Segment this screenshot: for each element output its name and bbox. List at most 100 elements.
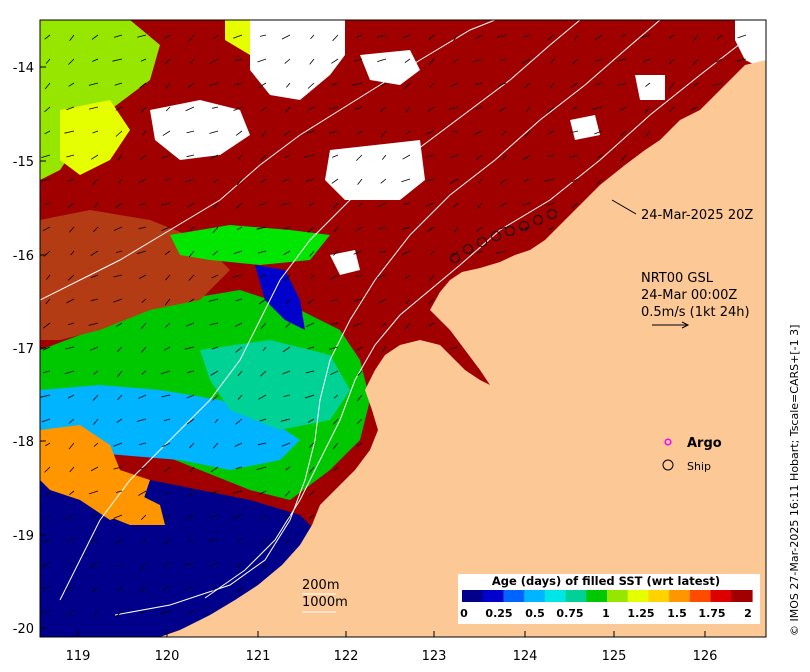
current-vector bbox=[307, 106, 315, 111]
current-vector bbox=[449, 154, 459, 159]
current-vector bbox=[333, 394, 339, 399]
current-vector bbox=[355, 274, 363, 277]
patch-navy-band bbox=[255, 265, 305, 330]
current-vector bbox=[66, 298, 75, 304]
current-vector bbox=[210, 58, 219, 64]
current-vector bbox=[259, 418, 267, 422]
current-vector bbox=[308, 514, 315, 519]
current-vector bbox=[430, 250, 435, 255]
current-vector bbox=[475, 226, 483, 233]
patch-teal bbox=[200, 340, 350, 430]
current-vector bbox=[382, 322, 387, 327]
current-vector bbox=[189, 298, 195, 303]
product-label: NRT00 GSL bbox=[641, 271, 714, 286]
colorbar-tick: 0.5 bbox=[525, 607, 545, 620]
current-vector bbox=[92, 58, 99, 62]
current-vector bbox=[42, 346, 51, 351]
current-vector bbox=[260, 538, 267, 546]
current-vector bbox=[46, 514, 51, 520]
colorbar-swatch bbox=[482, 590, 505, 602]
current-vector bbox=[68, 418, 75, 424]
current-vector bbox=[307, 418, 315, 423]
current-vector bbox=[188, 250, 195, 258]
current-vector bbox=[547, 34, 555, 41]
current-vector bbox=[89, 562, 99, 568]
current-vector bbox=[118, 562, 123, 568]
colorbar-swatch bbox=[627, 590, 650, 602]
current-vector bbox=[66, 106, 75, 111]
current-vector bbox=[333, 250, 339, 256]
ship-label: Ship bbox=[687, 460, 711, 473]
current-vector bbox=[163, 346, 171, 351]
current-vector bbox=[354, 58, 363, 62]
colorbar-swatch bbox=[586, 590, 608, 602]
current-vector bbox=[236, 202, 243, 209]
colorbar-swatch bbox=[710, 590, 732, 602]
lon-tick-label: 122 bbox=[334, 649, 359, 664]
current-vector bbox=[165, 106, 171, 112]
current-vector bbox=[594, 130, 603, 135]
cloud-east-small bbox=[570, 115, 600, 140]
lon-tick-label: 120 bbox=[155, 649, 180, 664]
current-vector bbox=[184, 178, 195, 183]
current-vector bbox=[90, 154, 99, 160]
current-vector bbox=[234, 322, 243, 327]
current-vector bbox=[332, 442, 339, 450]
current-vector bbox=[377, 58, 387, 62]
current-vector bbox=[137, 34, 147, 38]
current-vector bbox=[91, 34, 99, 40]
current-vector bbox=[115, 106, 123, 111]
current-vector bbox=[332, 202, 339, 210]
current-vector bbox=[693, 82, 699, 87]
current-vector bbox=[66, 610, 75, 616]
current-vector bbox=[64, 370, 75, 375]
current-vector bbox=[330, 370, 339, 376]
current-vector bbox=[716, 34, 723, 40]
ship-marker bbox=[519, 221, 529, 231]
current-vector bbox=[164, 58, 171, 66]
colorbar-swatch bbox=[544, 590, 567, 602]
current-vector bbox=[187, 538, 195, 542]
current-vector bbox=[402, 34, 411, 39]
current-vector bbox=[258, 202, 267, 206]
ship-marker bbox=[491, 231, 501, 241]
colorbar-swatch bbox=[503, 590, 525, 602]
current-vector bbox=[44, 466, 51, 473]
current-vector bbox=[189, 442, 195, 449]
colorbar-tick: 1.75 bbox=[698, 607, 725, 620]
ship-marker bbox=[505, 226, 515, 236]
current-vector bbox=[332, 418, 339, 425]
current-vector bbox=[208, 298, 219, 302]
current-vector bbox=[186, 418, 195, 425]
current-vector bbox=[43, 538, 51, 544]
current-vector bbox=[329, 106, 339, 110]
cloud-west bbox=[150, 100, 250, 160]
current-vector bbox=[212, 586, 219, 592]
current-vector bbox=[92, 418, 99, 426]
current-vector bbox=[140, 58, 147, 62]
current-vector bbox=[260, 514, 267, 520]
current-vector bbox=[46, 274, 51, 280]
current-vector bbox=[474, 82, 483, 86]
current-vector bbox=[449, 82, 459, 88]
current-vector bbox=[210, 562, 219, 567]
current-vector bbox=[549, 82, 555, 89]
current-vector bbox=[404, 274, 411, 280]
current-vector bbox=[118, 178, 123, 184]
colorbar-tick: 1 bbox=[602, 607, 610, 620]
current-vector bbox=[139, 586, 147, 592]
current-vector bbox=[285, 322, 291, 328]
current-vector bbox=[189, 226, 195, 232]
current-vector bbox=[569, 130, 579, 134]
cloud-east bbox=[635, 75, 665, 100]
current-vector bbox=[258, 394, 267, 400]
ship-time-pointer bbox=[611, 199, 637, 215]
current-vector bbox=[498, 106, 507, 113]
current-vector bbox=[376, 274, 387, 279]
current-vector bbox=[330, 298, 339, 302]
current-vector bbox=[138, 394, 147, 399]
current-vector bbox=[113, 466, 123, 470]
current-vector bbox=[140, 562, 147, 570]
current-vector bbox=[161, 226, 171, 231]
